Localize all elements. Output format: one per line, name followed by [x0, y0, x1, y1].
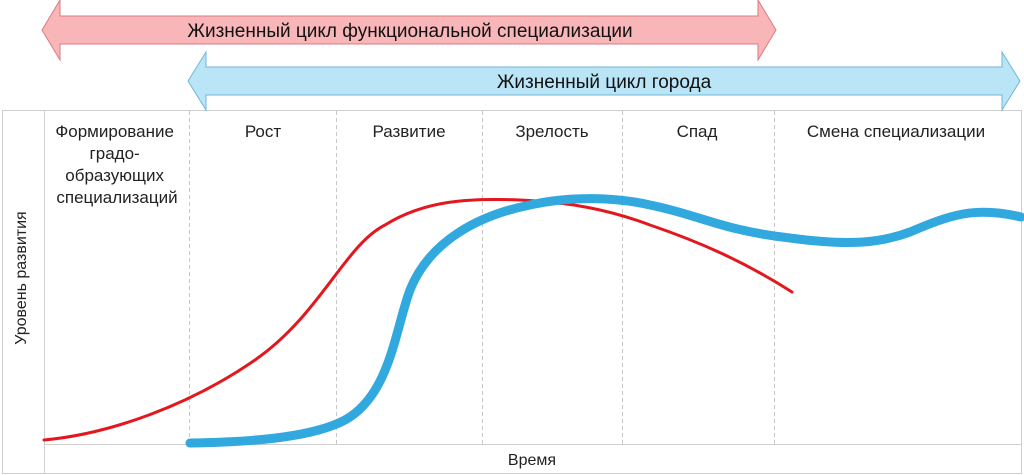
- phase-dividers: [189, 111, 775, 444]
- city-lifecycle-label: Жизненный цикл города: [497, 72, 712, 93]
- y-axis-label: Уровень развития: [13, 211, 30, 344]
- functional-specialization-curve: [42, 197, 794, 442]
- phase-maturity-label: Зрелость: [515, 122, 588, 141]
- functional-lifecycle-arrow: [41, 0, 777, 62]
- city-development-curve: [185, 194, 1024, 448]
- phase-development-label: Развитие: [372, 122, 445, 141]
- phase-formation-line-3: образующих: [65, 166, 164, 185]
- phase-growth-label: Рост: [245, 122, 282, 141]
- phase-formation-line-4: специализаций: [56, 188, 177, 207]
- phase-formation-line-2: градо-: [90, 144, 140, 163]
- phase-formation-line-1: Формирование: [55, 122, 174, 141]
- x-axis-label: Время: [508, 452, 556, 469]
- phase-formation-label: Формирование градо- образующих специализ…: [55, 122, 178, 207]
- city-lifecycle-arrow: [187, 50, 1021, 112]
- functional-lifecycle-label: Жизненный цикл функциональной специализа…: [187, 21, 632, 42]
- chart-frame: [2, 110, 1022, 474]
- phase-change-label: Смена специализации: [807, 122, 985, 141]
- phase-decline-label: Спад: [677, 122, 718, 141]
